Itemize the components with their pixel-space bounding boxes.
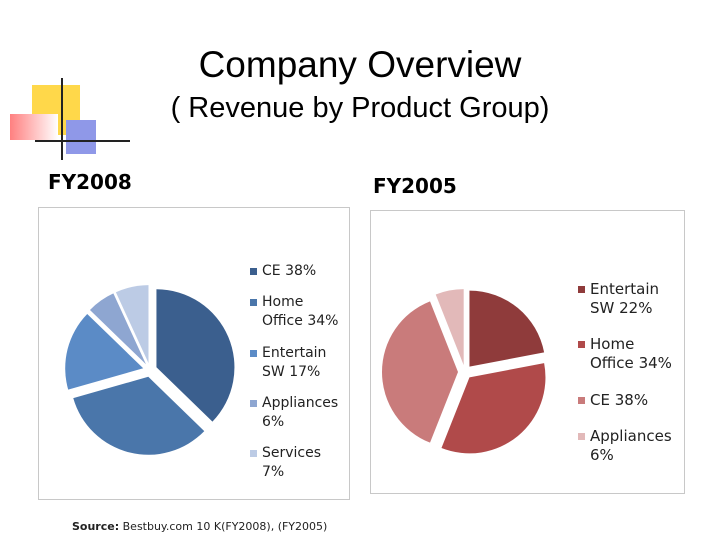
pie-slice: [73, 376, 205, 455]
legend-label: Home Office: [590, 335, 635, 373]
source-text: Bestbuy.com 10 K(FY2008), (FY2005): [122, 520, 328, 533]
chart-title: FY2008: [48, 170, 132, 194]
legend-value: 34%: [638, 354, 672, 373]
legend-swatch: [250, 268, 257, 275]
pie-slice: [115, 285, 149, 364]
legend-item: CE 38%: [578, 391, 678, 410]
source-label: Source:: [72, 520, 120, 533]
legend-label: CE: [262, 263, 281, 279]
slide-subtitle: ( Revenue by Product Group): [170, 92, 550, 124]
pie-slice: [435, 289, 464, 366]
legend-label: Services: [262, 445, 322, 461]
legend-label: Entertain SW: [590, 280, 660, 317]
legend-swatch: [250, 349, 257, 357]
chart-frame: [370, 210, 685, 494]
legend-value: 22%: [619, 299, 653, 317]
legend-value: 7%: [262, 464, 285, 480]
legend-value: 6%: [262, 413, 285, 430]
legend-value: 38%: [614, 390, 649, 409]
pie-slice: [382, 301, 458, 443]
legend-value: 6%: [590, 445, 614, 464]
pie-slice: [469, 290, 545, 367]
legend-value: 38%: [285, 263, 317, 279]
slide-title: Company Overview: [198, 44, 522, 85]
legend-item: CE 38%: [250, 262, 340, 281]
legend-item: Home Office 34%: [578, 335, 678, 373]
legend-swatch: [250, 399, 257, 407]
legend-swatch: [578, 432, 585, 440]
legend-label: CE: [590, 390, 610, 409]
legend-label: Appliances: [590, 426, 672, 445]
pie-slice: [441, 363, 546, 454]
legend-label: Entertain SW: [262, 344, 327, 380]
legend: CE 38% Home Office 34% Entertain SW 17% App…: [250, 262, 340, 482]
legend-swatch: [250, 299, 257, 307]
chart-title: FY2005: [373, 174, 457, 198]
legend-label: Appliances: [262, 394, 339, 411]
pie-slice: [156, 289, 235, 422]
decor-square: [10, 114, 58, 140]
legend-item: Services 7%: [250, 444, 340, 482]
legend-value: 34%: [307, 313, 339, 330]
decor-square: [66, 120, 96, 154]
legend-swatch: [250, 450, 257, 457]
source: Source: Bestbuy.com 10 K(FY2008), (FY200…: [72, 520, 327, 533]
legend-swatch: [578, 341, 585, 349]
legend-item: Entertain SW 17%: [250, 344, 340, 382]
pie-slice: [65, 313, 144, 390]
legend-item: Appliances 6%: [578, 427, 678, 465]
chart-frame: [38, 207, 350, 500]
pie-slice: [89, 293, 146, 365]
legend-item: Home Office 34%: [250, 293, 340, 331]
legend-item: Appliances 6%: [250, 394, 340, 432]
legend-swatch: [578, 396, 585, 404]
legend-swatch: [578, 286, 585, 293]
legend-value: 17%: [289, 363, 321, 380]
legend-item: Entertain SW 22%: [578, 280, 678, 318]
legend-label: Home Office: [262, 294, 304, 330]
legend: Entertain SW 22% Home Office 34% CE 38% App…: [578, 280, 678, 465]
